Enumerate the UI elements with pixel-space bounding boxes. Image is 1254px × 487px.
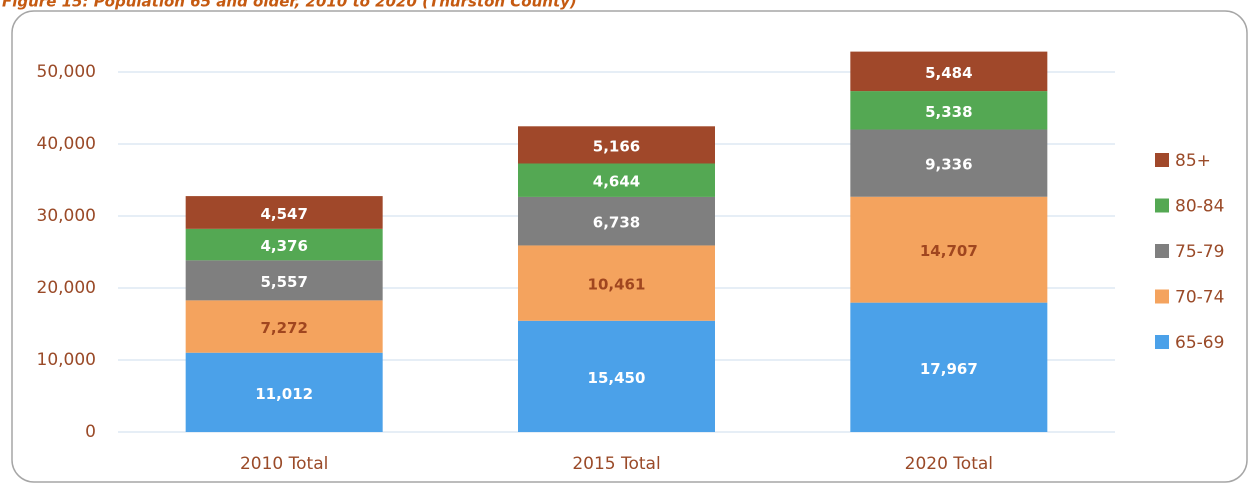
data-label: 14,707 [920,242,978,260]
bar-segment [850,91,1048,130]
data-label: 17,967 [920,360,978,378]
bar-segment [185,228,383,261]
y-tick-label: 0 [85,422,96,442]
legend-label: 65-69 [1175,333,1224,353]
legend-swatch [1155,153,1169,167]
y-tick-label: 20,000 [37,278,96,298]
bar-segment [185,352,383,432]
y-tick-label: 40,000 [37,134,96,154]
data-label: 10,461 [588,276,646,294]
bar-segment [850,196,1048,303]
legend-swatch [1155,244,1169,258]
legend-label: 70-74 [1175,288,1224,308]
data-label: 5,338 [925,103,972,121]
data-label: 7,272 [260,319,307,337]
bar-segment [850,51,1048,92]
bar-segment [518,245,715,321]
legend-swatch [1155,198,1169,213]
data-label: 4,644 [593,173,640,191]
data-label: 9,336 [925,156,972,174]
x-tick-label: 2015 Total [572,454,660,474]
y-tick-label: 10,000 [37,350,96,370]
data-label: 5,166 [593,137,640,155]
bar-segment [185,300,383,353]
legend-swatch [1155,335,1169,349]
y-tick-label: 50,000 [37,62,96,82]
data-label: 6,738 [593,214,640,232]
chart-title: Figure 15: Population 65 and older, 2010… [2,0,577,11]
bar-segment [850,302,1048,432]
bar-segment [518,320,715,432]
bar-segment [185,196,383,229]
data-label: 5,557 [260,273,307,291]
data-label: 5,484 [925,64,972,82]
y-tick-label: 30,000 [37,206,96,226]
data-label: 4,547 [260,205,307,223]
x-tick-label: 2020 Total [905,454,993,474]
legend-swatch [1155,289,1169,304]
data-label: 15,450 [588,369,646,387]
bar-segment [518,126,715,164]
data-label: 4,376 [260,237,307,255]
x-tick-label: 2010 Total [240,454,328,474]
bar-segment [185,260,383,301]
bar-segment [518,163,715,197]
legend-label: 75-79 [1175,242,1224,262]
legend-label: 80-84 [1175,197,1224,217]
legend-label: 85+ [1175,151,1211,171]
data-label: 11,012 [255,385,313,403]
bar-segment [850,129,1048,197]
bar-segment [518,196,715,246]
